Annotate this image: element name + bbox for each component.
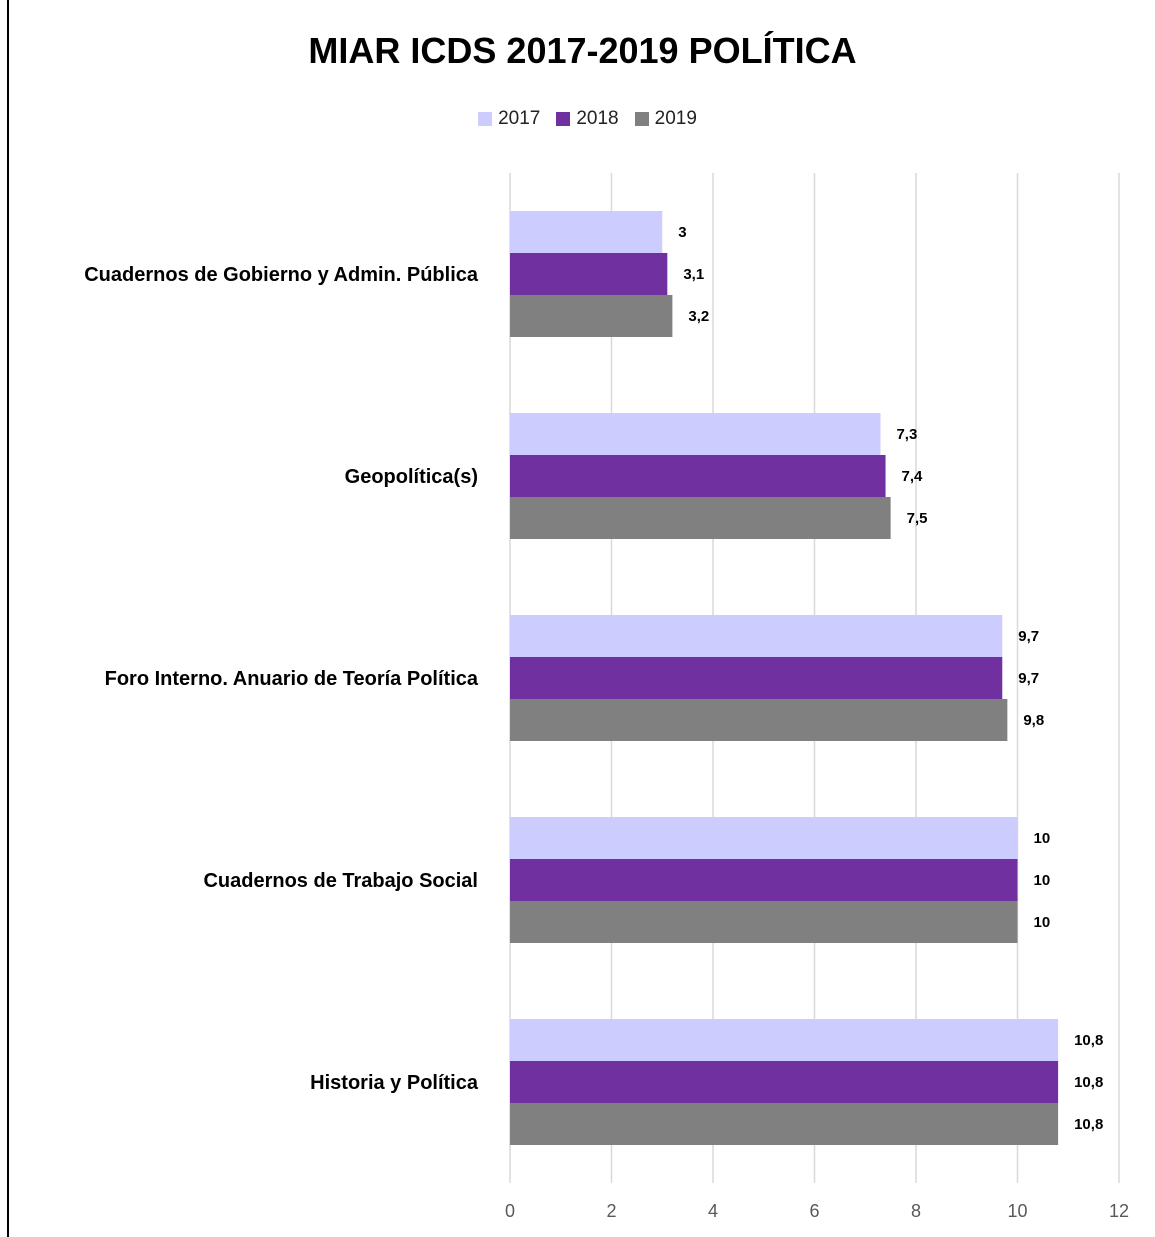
bar — [510, 657, 1003, 699]
data-label: 3,2 — [688, 308, 709, 325]
x-tick-label: 12 — [1109, 1201, 1129, 1221]
x-tick-label: 6 — [809, 1201, 819, 1221]
data-label: 9,8 — [1023, 712, 1044, 729]
bar — [510, 901, 1018, 943]
category-label: Historia y Política — [310, 1072, 479, 1094]
x-tick-label: 0 — [505, 1201, 515, 1221]
bar — [510, 1019, 1059, 1061]
bar — [510, 497, 891, 539]
data-label: 7,4 — [902, 468, 924, 485]
x-tick-label: 2 — [606, 1201, 616, 1221]
x-tick-label: 4 — [708, 1201, 718, 1221]
data-label: 10,8 — [1074, 1032, 1103, 1049]
data-label: 10,8 — [1074, 1074, 1103, 1091]
bar — [510, 699, 1008, 741]
legend-label-2017: 2017 — [498, 108, 541, 129]
legend-swatch-2017 — [478, 112, 493, 126]
legend-label-2018: 2018 — [576, 108, 619, 129]
x-tick-label: 10 — [1007, 1201, 1027, 1221]
legend-item-2019: 2019 — [634, 108, 697, 130]
chart-title: MIAR ICDS 2017-2019 POLÍTICA — [308, 30, 857, 71]
legend-swatch-2018 — [556, 112, 571, 126]
legend-item-2018: 2018 — [556, 108, 619, 130]
left-border — [7, 0, 9, 1237]
bar — [510, 253, 668, 295]
data-label: 10 — [1034, 830, 1051, 847]
data-label: 7,3 — [896, 426, 917, 443]
data-label: 10,8 — [1074, 1116, 1103, 1133]
data-label: 3,1 — [683, 266, 704, 283]
category-label: Cuadernos de Gobierno y Admin. Pública — [84, 264, 479, 286]
data-label: 7,5 — [907, 510, 928, 527]
legend-item-2017: 2017 — [478, 108, 540, 130]
data-label: 9,7 — [1018, 628, 1039, 645]
x-tick-label: 8 — [911, 1201, 921, 1221]
bar — [510, 295, 673, 337]
bar — [510, 455, 886, 497]
data-label: 3 — [678, 224, 686, 241]
data-label: 10 — [1034, 872, 1051, 889]
bar — [510, 413, 881, 455]
legend-swatch-2019 — [634, 112, 649, 126]
category-label: Cuadernos de Trabajo Social — [203, 870, 478, 892]
data-label: 9,7 — [1018, 670, 1039, 687]
bar — [510, 211, 663, 253]
bar — [510, 859, 1018, 901]
legend: 2017 2018 2019 — [0, 108, 1155, 130]
bar — [510, 1103, 1059, 1145]
legend-label-2019: 2019 — [654, 108, 697, 129]
category-label: Foro Interno. Anuario de Teoría Política — [105, 668, 479, 690]
bar — [510, 817, 1018, 859]
bar — [510, 1061, 1059, 1103]
data-label: 10 — [1034, 914, 1051, 931]
bar — [510, 615, 1003, 657]
category-label: Geopolítica(s) — [345, 466, 478, 488]
